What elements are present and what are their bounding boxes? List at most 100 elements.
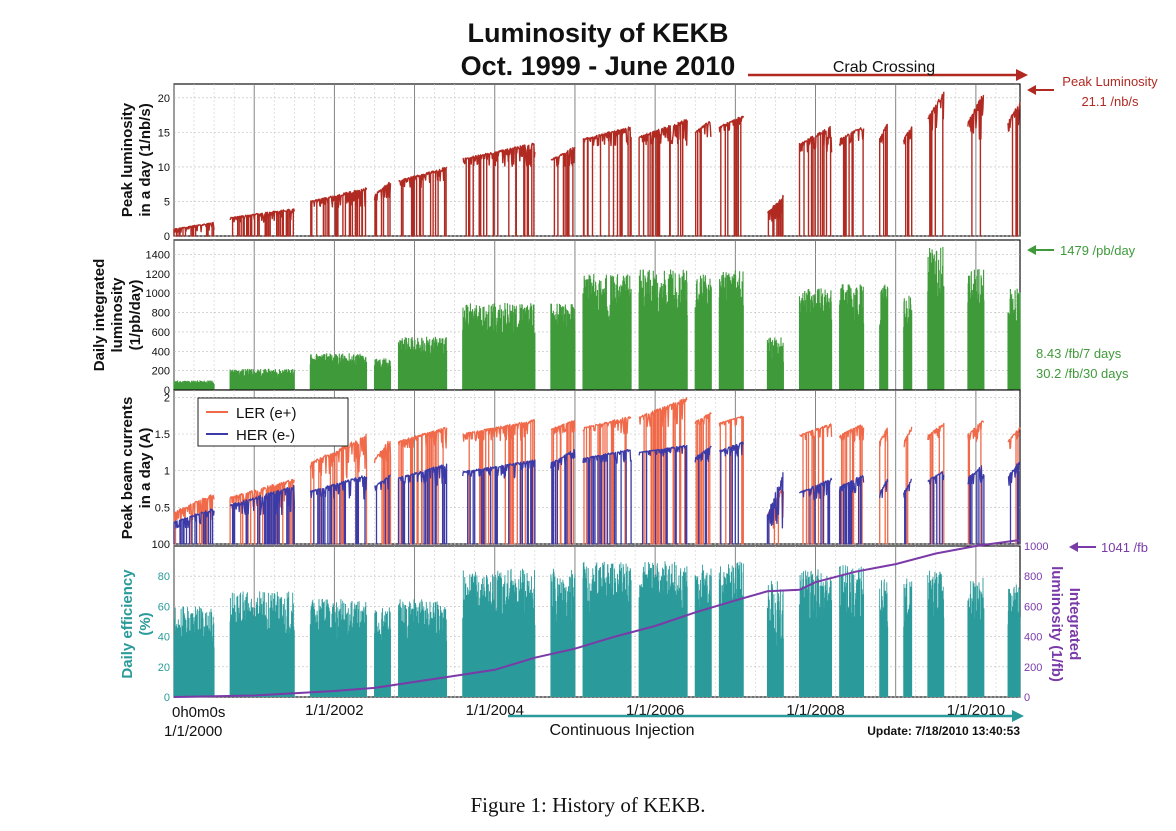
data-run-1 [229, 478, 295, 545]
data-run-11 [767, 194, 785, 237]
data-run-6 [550, 448, 576, 545]
peak-annotation-line2: 21.1 /nb/s [1081, 94, 1139, 109]
daily-annotation-7days: 8.43 /fb/7 days [1036, 346, 1122, 361]
daily-bars-1 [229, 368, 295, 390]
y-tick-label: 20 [158, 662, 170, 674]
efficiency-bars-9 [694, 564, 712, 697]
daily-bars-6 [550, 303, 576, 390]
data-run-16 [927, 471, 945, 545]
efficiency-bars-10 [718, 561, 744, 697]
data-run-12 [798, 125, 833, 237]
figure-caption: Figure 1: History of KEKB. [470, 793, 706, 817]
data-run-3 [373, 181, 392, 237]
data-run-4 [397, 426, 448, 545]
kekb-luminosity-figure: Luminosity of KEKB Oct. 1999 - June 2010… [91, 18, 1158, 740]
integrated-annotation-arrow [1069, 542, 1096, 552]
y-tick-label: 0 [164, 231, 170, 243]
efficiency-bars-4 [398, 599, 448, 697]
data-run-14 [879, 123, 888, 237]
data-run-12 [798, 477, 833, 545]
panel-0: 0 5 10 15 20 [158, 83, 1021, 243]
y-tick-label: 1400 [146, 250, 170, 262]
data-run-0 [173, 221, 215, 237]
daily-annotation-arrow [1027, 245, 1054, 255]
efficiency-bars-0 [173, 606, 215, 697]
daily-ylabel-line2: luminosity [109, 277, 126, 353]
figure-title-line1: Luminosity of KEKB [468, 18, 729, 48]
legend-label-her: HER (e-) [236, 427, 295, 444]
daily-bars-13 [839, 284, 865, 390]
x-origin-label: 0h0m0s [172, 704, 225, 721]
y-tick-label: 200 [152, 366, 170, 378]
efficiency-bars-12 [799, 569, 833, 697]
data-run-2 [309, 475, 368, 545]
data-run-2 [309, 187, 368, 237]
peak-ylabel-line1: Peak luminosity [119, 102, 136, 217]
efficiency-bars-17 [967, 577, 985, 697]
data-run-17 [967, 94, 985, 237]
efficiency-bars-11 [766, 580, 784, 697]
crab-crossing-label: Crab Crossing [833, 59, 935, 76]
efficiency-bars-15 [903, 578, 913, 697]
peak-annotation-arrow [1027, 85, 1054, 95]
panel-2: 100 0.5 1 1.5 2 LER (e+) HER (e-) [152, 389, 1021, 551]
data-run-4 [398, 166, 448, 237]
daily-bars-11 [766, 337, 784, 390]
data-run-15 [903, 126, 913, 237]
y-tick-label: 800 [152, 308, 170, 320]
data-run-0 [173, 494, 215, 545]
data-run-18 [1007, 101, 1021, 237]
daily-bars-17 [967, 269, 985, 390]
daily-bars-3 [373, 358, 392, 390]
efficiency-bars-13 [839, 565, 865, 697]
data-run-16 [927, 422, 945, 545]
integrated-ylabel-group: Integrated luminosity (1/fb) [1048, 566, 1083, 682]
x-tick-label: 1/1/2000 [164, 723, 222, 740]
continuous-injection-arrow [508, 710, 1024, 722]
daily-ylabel-line3: (1/pb/day) [127, 280, 144, 351]
integrated-ylabel-line1: Integrated [1066, 588, 1083, 661]
data-run-10 [718, 441, 744, 545]
y-tick-label: 20 [158, 93, 170, 105]
integrated-annotation-label: 1041 /fb [1101, 540, 1148, 555]
data-run-8 [638, 444, 688, 545]
efficiency-bars-6 [550, 568, 576, 697]
right-y-tick-label: 0 [1024, 692, 1030, 704]
daily-bars-12 [798, 288, 833, 390]
data-run-10 [718, 415, 744, 545]
y-tick-label: 1000 [146, 288, 170, 300]
data-run-7 [582, 416, 632, 545]
y-tick-label: 0 [164, 692, 170, 704]
crab-crossing-arrow [748, 69, 1028, 81]
daily-bars-16 [927, 247, 945, 390]
right-y-tick-label: 200 [1024, 662, 1042, 674]
peak-annotation-line1: Peak Luminosity [1062, 74, 1158, 89]
y-tick-label: 600 [152, 327, 170, 339]
data-run-3 [373, 440, 392, 545]
data-run-13 [838, 424, 865, 545]
peak-ylabel-group: Peak luminosity in a day (1/nb/s) [119, 102, 154, 217]
efficiency-bars-1 [229, 591, 295, 697]
data-run-11 [766, 471, 784, 545]
data-run-5 [462, 419, 536, 545]
y-tick-label: 400 [152, 346, 170, 358]
continuous-injection-label: Continuous Injection [550, 722, 695, 739]
eff-ylabel-line1: Daily efficiency [119, 569, 136, 679]
data-run-2 [309, 433, 368, 545]
x-tick-label: 1/1/2002 [305, 702, 363, 719]
data-run-5 [462, 459, 536, 545]
panel-1: 0 200 400 600 800 1000 1200 1400 [146, 239, 1021, 397]
daily-ylabel-group: Daily integrated luminosity (1/pb/day) [91, 259, 144, 372]
daily-bars-5 [462, 303, 536, 390]
data-run-16 [927, 91, 945, 237]
efficiency-bars-18 [1007, 584, 1021, 697]
legend-label-ler: LER (e+) [236, 405, 296, 422]
integrated-luminosity-line [173, 539, 1021, 698]
daily-bars-18 [1007, 288, 1021, 390]
data-run-9 [694, 412, 712, 545]
current-legend: LER (e+) HER (e-) [197, 397, 349, 447]
peak-ylabel-line2: in a day (1/nb/s) [137, 103, 154, 216]
daily-bars-10 [718, 270, 744, 390]
legend-box [197, 397, 349, 447]
